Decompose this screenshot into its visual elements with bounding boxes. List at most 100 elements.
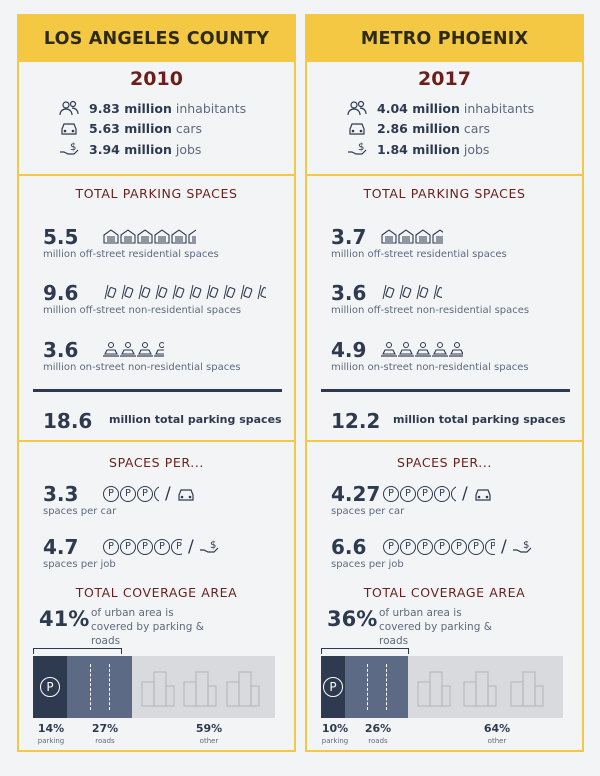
road-lane-marking xyxy=(89,664,91,710)
slash-divider: / xyxy=(501,537,507,557)
lot-unit-icon xyxy=(104,284,117,300)
coverage-brace xyxy=(321,648,409,654)
stat-value: 2.86 million xyxy=(377,120,460,136)
stat-unit: jobs xyxy=(463,141,490,157)
road-lane-marking xyxy=(367,664,369,710)
money-hand-icon: $ xyxy=(199,540,219,553)
people-icon xyxy=(59,100,79,116)
stat-value: 5.63 million xyxy=(89,120,172,136)
column-year: 2017 xyxy=(418,68,471,90)
garage-unit-icon xyxy=(120,229,136,244)
total-label: million total parking spaces xyxy=(109,413,282,426)
parking-value: 3.6 xyxy=(331,281,367,305)
per-car-desc: spaces per car xyxy=(331,506,405,517)
metro-phoenix-column: METRO PHOENIX 2017 4.04 million inhabita… xyxy=(305,14,584,752)
slash-divider: / xyxy=(188,537,194,557)
garage-unit-icon xyxy=(188,229,196,244)
roads-label: roads xyxy=(368,737,388,745)
per-job-desc: spaces per job xyxy=(331,559,404,570)
parking-section-title: TOTAL PARKING SPACES xyxy=(363,186,526,201)
stat-inhabitants: 4.04 million inhabitants xyxy=(347,100,534,116)
parking-value: 3.7 xyxy=(331,225,367,249)
column-title: LOS ANGELES COUNTY xyxy=(19,16,294,62)
roads-segment xyxy=(67,656,132,718)
parking-sign-icon: P xyxy=(383,486,399,502)
per-car-desc: spaces per car xyxy=(43,506,117,517)
money-hand-icon: $ xyxy=(348,142,367,155)
parking-desc: million off-street non-residential space… xyxy=(43,305,242,316)
lot-unit-icon xyxy=(416,284,429,300)
total-label: million total parking spaces xyxy=(393,413,566,426)
garage-icon-row xyxy=(103,228,196,245)
per-car-value: 4.27 xyxy=(331,482,381,506)
building-icon xyxy=(141,671,175,707)
parking-lot-icon-row xyxy=(381,284,442,301)
la-county-column: LOS ANGELES COUNTY 2010 9.83 million inh… xyxy=(17,14,296,752)
other-pct: 59% xyxy=(195,722,223,735)
svg-text:$: $ xyxy=(523,540,529,551)
street-parking-icon-row xyxy=(381,341,463,358)
coverage-text: of urban area is covered by parking & ro… xyxy=(91,607,204,647)
parking-sign-icon: P xyxy=(103,486,119,502)
building-icon xyxy=(510,671,544,707)
stat-unit: cars xyxy=(175,120,203,136)
stat-unit: inhabitants xyxy=(463,100,535,116)
partial-parking-sign-icon: P xyxy=(171,539,182,555)
section-divider xyxy=(19,440,294,442)
per-job-value: 6.6 xyxy=(331,535,367,559)
other-label: other xyxy=(487,737,507,745)
parking-sign-icon: P xyxy=(383,539,399,555)
parking-sign-icon: P xyxy=(434,539,450,555)
garage-unit-icon xyxy=(137,229,153,244)
building-icon xyxy=(463,671,497,707)
parking-desc: million off-street residential spaces xyxy=(331,249,507,260)
lot-unit-icon xyxy=(206,284,219,300)
parking-segment: P xyxy=(33,656,67,718)
stat-cars: 5.63 million cars xyxy=(59,120,202,136)
people-icon xyxy=(347,100,367,116)
parking-sign-icon: P xyxy=(417,486,433,502)
building-icon xyxy=(417,671,451,707)
parking-lot-icon-row xyxy=(103,284,266,301)
parking-sign-icon: P xyxy=(400,486,416,502)
street-parking-icon-row xyxy=(103,341,164,358)
svg-text:$: $ xyxy=(70,142,76,153)
lot-unit-icon xyxy=(240,284,253,300)
parking-sign-icon: P xyxy=(120,486,136,502)
coverage-brace xyxy=(33,648,122,654)
stat-unit: cars xyxy=(463,120,491,136)
lot-unit-icon xyxy=(382,284,395,300)
section-divider xyxy=(19,174,294,176)
other-segment xyxy=(408,656,563,718)
stat-value: 3.94 million xyxy=(89,141,172,157)
roads-pct: 26% xyxy=(364,722,392,735)
other-label: other xyxy=(199,737,219,745)
parking-value: 3.6 xyxy=(43,338,79,362)
stat-unit: inhabitants xyxy=(175,100,247,116)
partial-parking-sign-icon: P xyxy=(451,486,456,502)
lot-unit-icon xyxy=(433,284,442,300)
car-icon xyxy=(61,123,77,135)
section-divider xyxy=(307,174,582,176)
parking-pct: 14% xyxy=(37,722,65,735)
coverage-text: of urban area is covered by parking & ro… xyxy=(379,607,492,647)
street-unit-icon xyxy=(398,342,414,357)
per-job-icons: P P P P P P P / $ xyxy=(383,537,532,557)
section-divider xyxy=(307,440,582,442)
lot-unit-icon xyxy=(189,284,202,300)
parking-sign-icon: P xyxy=(103,539,119,555)
stat-cars: 2.86 million cars xyxy=(347,120,490,136)
garage-icon-row xyxy=(381,228,443,245)
total-value: 18.6 xyxy=(43,409,93,433)
partial-parking-sign-icon: P xyxy=(485,539,495,555)
parking-sign-icon: P xyxy=(434,486,450,502)
street-unit-icon xyxy=(154,342,164,357)
parking-value: 4.9 xyxy=(331,338,367,362)
parking-sign-icon: P xyxy=(120,539,136,555)
street-unit-icon xyxy=(449,342,463,357)
parking-desc: million off-street non-residential space… xyxy=(331,305,530,316)
roads-segment xyxy=(345,656,408,718)
street-unit-icon xyxy=(120,342,136,357)
garage-unit-icon xyxy=(398,229,414,244)
